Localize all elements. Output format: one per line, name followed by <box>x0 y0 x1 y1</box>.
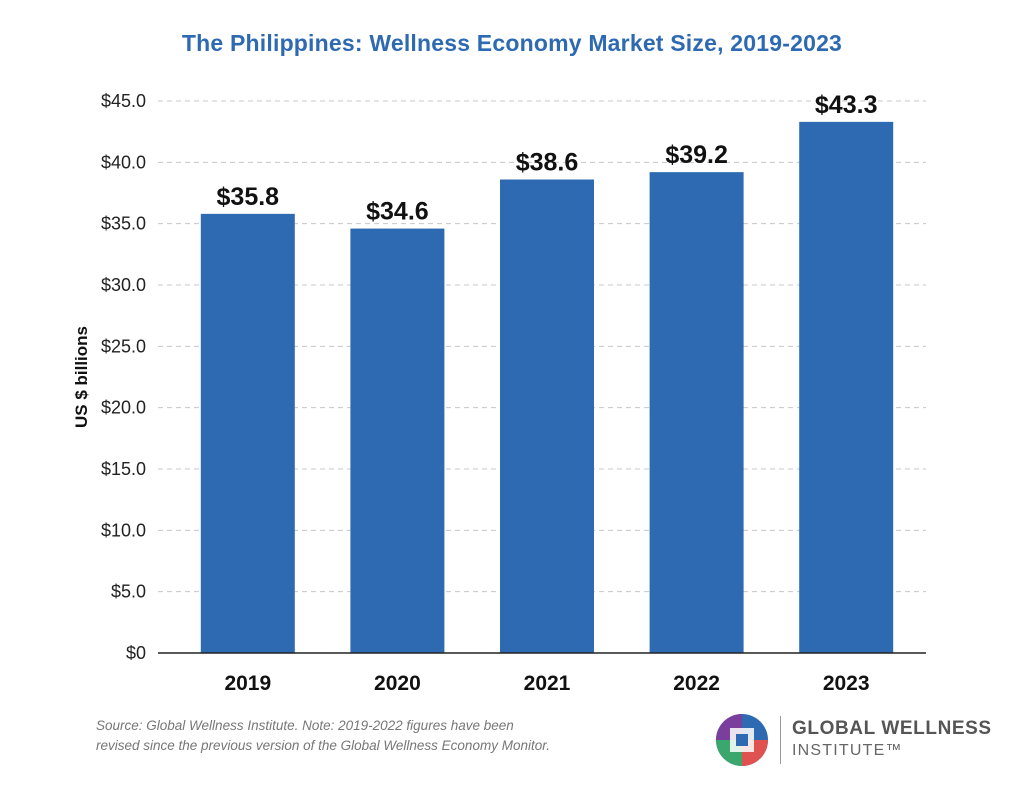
logo-text-primary: GLOBAL WELLNESS <box>792 718 992 739</box>
data-label-2021: $38.6 <box>516 149 579 177</box>
data-label-2020: $34.6 <box>366 198 429 226</box>
y-tick-label: $30.0 <box>101 275 146 295</box>
data-label-2023: $43.3 <box>815 91 878 119</box>
source-note-line2: revised since the previous version of th… <box>96 738 550 753</box>
y-tick-label: $20.0 <box>101 398 146 418</box>
source-note: Source: Global Wellness Institute. Note:… <box>96 716 656 756</box>
bar-2020 <box>350 228 445 653</box>
bar-2022 <box>649 172 744 653</box>
x-tick-label-2020: 2020 <box>374 672 421 695</box>
y-axis-ticks: $0 $5.0 $10.0 $15.0 $20.0 $25.0 $30.0 $35.0 $40.… <box>101 91 146 663</box>
data-label-2022: $39.2 <box>665 141 728 169</box>
y-tick-label: $15.0 <box>101 459 146 479</box>
x-tick-label-2023: 2023 <box>823 672 870 695</box>
x-tick-label-2019: 2019 <box>224 672 271 695</box>
x-tick-label-2021: 2021 <box>524 672 571 695</box>
gwi-logo-mark-icon <box>716 714 768 766</box>
x-axis-ticks: 2019 2020 2021 2022 2023 <box>224 672 869 695</box>
data-labels: $35.8 $34.6 $38.6 $39.2 $43.3 <box>217 91 878 226</box>
x-tick-label-2022: 2022 <box>673 672 720 695</box>
logo-divider <box>780 716 781 764</box>
chart-title: The Philippines: Wellness Economy Market… <box>181 30 843 56</box>
bar-2021 <box>500 179 594 654</box>
y-tick-label: $45.0 <box>101 91 146 111</box>
bar-2019 <box>200 213 295 653</box>
source-note-line1: Source: Global Wellness Institute. Note:… <box>96 718 514 733</box>
bar-chart: $0 $5.0 $10.0 $15.0 $20.0 $25.0 $30.0 $35.0 $40.… <box>72 91 926 695</box>
gwi-logo: GLOBAL WELLNESS INSTITUTE™ <box>714 712 1004 768</box>
y-axis-label: US $ billions <box>72 326 91 428</box>
y-tick-label: $10.0 <box>101 520 146 540</box>
y-tick-label: $25.0 <box>101 336 146 356</box>
bar-2023 <box>799 121 894 653</box>
y-tick-label: $0 <box>126 643 146 663</box>
y-tick-label: $40.0 <box>101 152 146 172</box>
y-tick-label: $35.0 <box>101 214 146 234</box>
logo-text-secondary: INSTITUTE™ <box>792 742 903 759</box>
y-tick-label: $5.0 <box>111 582 146 602</box>
data-label-2019: $35.8 <box>217 183 280 211</box>
bars <box>200 121 894 654</box>
